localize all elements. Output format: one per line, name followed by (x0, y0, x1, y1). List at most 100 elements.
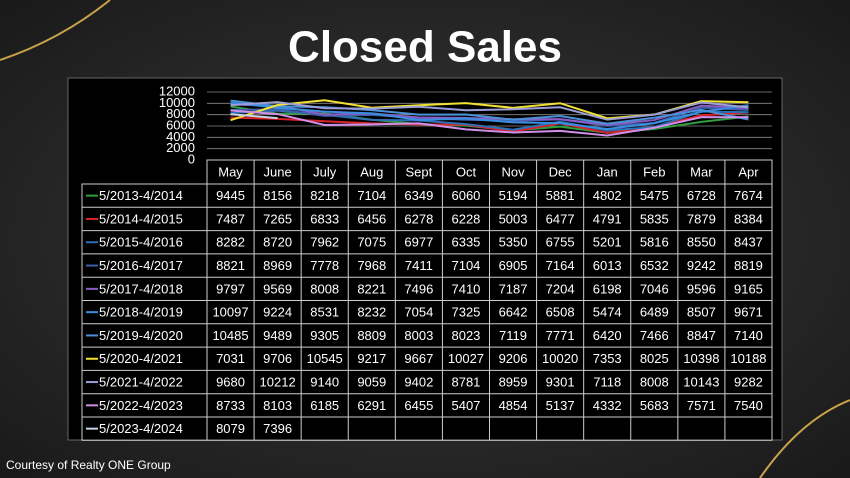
y-tick-label: 10000 (159, 95, 195, 110)
table-cell: 9797 (216, 281, 245, 296)
table-cell: 9242 (687, 258, 716, 273)
table-cell: 6456 (357, 211, 386, 226)
table-cell: 8003 (404, 328, 433, 343)
table-cell: 7411 (405, 258, 433, 273)
table-cell: 6977 (404, 235, 433, 250)
table-cell: 7466 (640, 328, 669, 343)
x-tick-label: Dec (549, 164, 573, 179)
table-cell: 5881 (546, 188, 575, 203)
table-cell: 7118 (593, 374, 621, 389)
x-tick-label: May (218, 164, 243, 179)
table-cell: 6755 (546, 235, 575, 250)
x-tick-label: Jan (597, 164, 618, 179)
table-cell: 7119 (499, 328, 527, 343)
table-cell: 5350 (499, 235, 528, 250)
table-cell: 7325 (451, 305, 480, 320)
table-cell: 5194 (499, 188, 528, 203)
legend-label: 5/2016-4/2017 (99, 258, 183, 273)
legend-label: 5/2017-4/2018 (99, 281, 183, 296)
y-tick-label: 8000 (166, 106, 195, 121)
table-cell: 5475 (640, 188, 669, 203)
table-cell: 5816 (640, 235, 669, 250)
table-cell: 7571 (687, 398, 716, 413)
legend-label: 5/2019-4/2020 (99, 328, 183, 343)
table-cell: 7778 (310, 258, 339, 273)
x-tick-label: Apr (738, 164, 759, 179)
table-cell: 7410 (451, 281, 480, 296)
x-tick-label: Sept (406, 164, 433, 179)
table-cell: 8384 (734, 211, 763, 226)
table-cell: 4791 (593, 211, 622, 226)
table-cell: 8720 (263, 235, 292, 250)
table-cell: 7674 (734, 188, 763, 203)
table-cell: 8821 (216, 258, 245, 273)
table-cell: 7265 (263, 211, 292, 226)
table-cell: 5683 (640, 398, 669, 413)
table-cell: 9569 (263, 281, 292, 296)
x-tick-label: Aug (360, 164, 383, 179)
x-tick-label: July (313, 164, 337, 179)
table-cell: 8847 (687, 328, 716, 343)
table-cell: 5835 (640, 211, 669, 226)
table-cell: 4332 (593, 398, 622, 413)
table-cell: 9596 (687, 281, 716, 296)
table-cell: 6278 (404, 211, 433, 226)
table-cell: 10545 (307, 351, 343, 366)
footer: Courtesy of Realty ONE Group (6, 458, 171, 472)
table-cell: 10188 (730, 351, 766, 366)
table-cell: 5003 (499, 211, 528, 226)
table-cell: 6185 (310, 398, 339, 413)
table-cell: 8023 (451, 328, 480, 343)
table-cell: 6477 (546, 211, 575, 226)
table-cell: 8221 (357, 281, 386, 296)
series-line (230, 113, 278, 120)
table-cell: 4802 (593, 188, 622, 203)
table-cell: 6335 (451, 235, 480, 250)
table-cell: 9671 (734, 305, 763, 320)
table-cell: 8819 (734, 258, 763, 273)
x-tick-label: Nov (501, 164, 525, 179)
table-cell: 10020 (542, 351, 578, 366)
table-cell: 9667 (404, 351, 433, 366)
table-cell: 7962 (310, 235, 339, 250)
x-tick-label: Mar (690, 164, 713, 179)
y-tick-label: 4000 (166, 129, 195, 144)
table-cell: 7204 (546, 281, 575, 296)
y-tick-label: 6000 (166, 117, 195, 132)
table-cell: 6060 (451, 188, 480, 203)
table-cell: 8008 (640, 374, 669, 389)
table-cell: 7540 (734, 398, 763, 413)
legend-label: 5/2021-4/2022 (99, 374, 183, 389)
table-cell: 6642 (499, 305, 528, 320)
table-cell: 6291 (357, 398, 386, 413)
table-cell: 9165 (734, 281, 763, 296)
table-cell: 6728 (687, 188, 716, 203)
table-cell: 6349 (404, 188, 433, 203)
table-cell: 6198 (593, 281, 622, 296)
table-cell: 7968 (357, 258, 386, 273)
table-cell: 6905 (499, 258, 528, 273)
table-cell: 6455 (404, 398, 433, 413)
y-tick-label: 0 (188, 151, 195, 166)
table-cell: 8079 (216, 421, 245, 436)
table-cell: 7879 (687, 211, 716, 226)
table-cell: 7104 (451, 258, 480, 273)
table-cell: 9224 (263, 305, 292, 320)
table-cell: 5201 (593, 235, 622, 250)
table-cell: 6508 (546, 305, 575, 320)
table-cell: 8103 (263, 398, 292, 413)
table-cell: 7075 (357, 235, 386, 250)
table-cell: 7031 (216, 351, 245, 366)
table-cell: 9706 (263, 351, 292, 366)
table-cell: 8959 (499, 374, 528, 389)
table-cell: 8008 (310, 281, 339, 296)
table-cell: 8218 (310, 188, 339, 203)
legend-label: 5/2014-4/2015 (99, 211, 183, 226)
table-cell: 8809 (357, 328, 386, 343)
series-line (230, 103, 749, 126)
table-cell: 9489 (263, 328, 292, 343)
table-cell: 10097 (212, 305, 248, 320)
table-cell: 8437 (734, 235, 763, 250)
table-cell: 5407 (451, 398, 480, 413)
decor-curve (0, 0, 111, 61)
